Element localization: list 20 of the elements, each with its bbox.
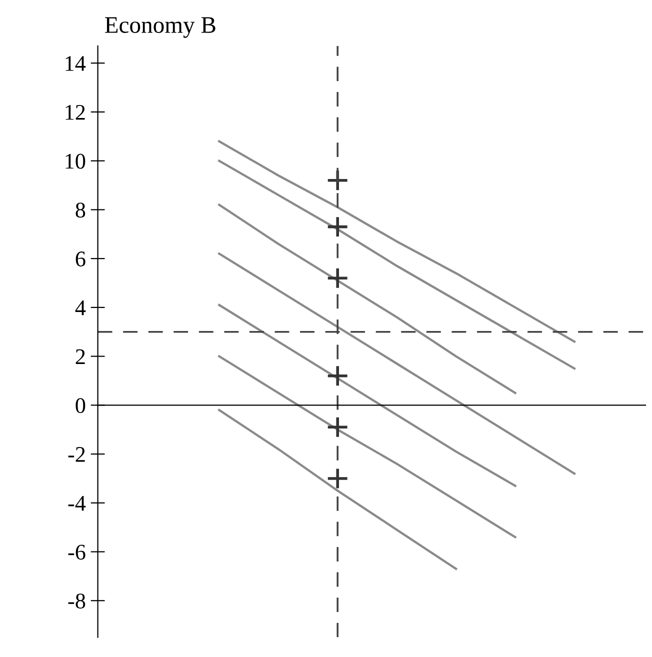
line-series: [218, 160, 576, 370]
y-tick-label: 12: [66, 104, 85, 120]
chart-title: Economy B: [105, 17, 216, 38]
line-series: [218, 204, 516, 394]
line-series: [218, 304, 516, 487]
y-tick-label: 2: [76, 349, 85, 364]
y-tick-label: 14: [66, 56, 86, 71]
y-tick-label: 10: [66, 154, 86, 169]
y-tick-label: 0: [76, 398, 86, 414]
y-tick-label: -6: [68, 544, 86, 560]
y-tick-label: -4: [68, 496, 86, 511]
y-tick-label: 4: [75, 300, 86, 316]
y-tick-label: 6: [76, 252, 86, 266]
y-tick-label: -8: [68, 594, 86, 609]
line-series: [218, 252, 576, 475]
y-tick-label: -2: [68, 447, 85, 462]
y-tick-label: 8: [76, 202, 86, 218]
line-series: [218, 408, 458, 570]
line-series: [218, 355, 516, 538]
line-series: [218, 140, 576, 343]
